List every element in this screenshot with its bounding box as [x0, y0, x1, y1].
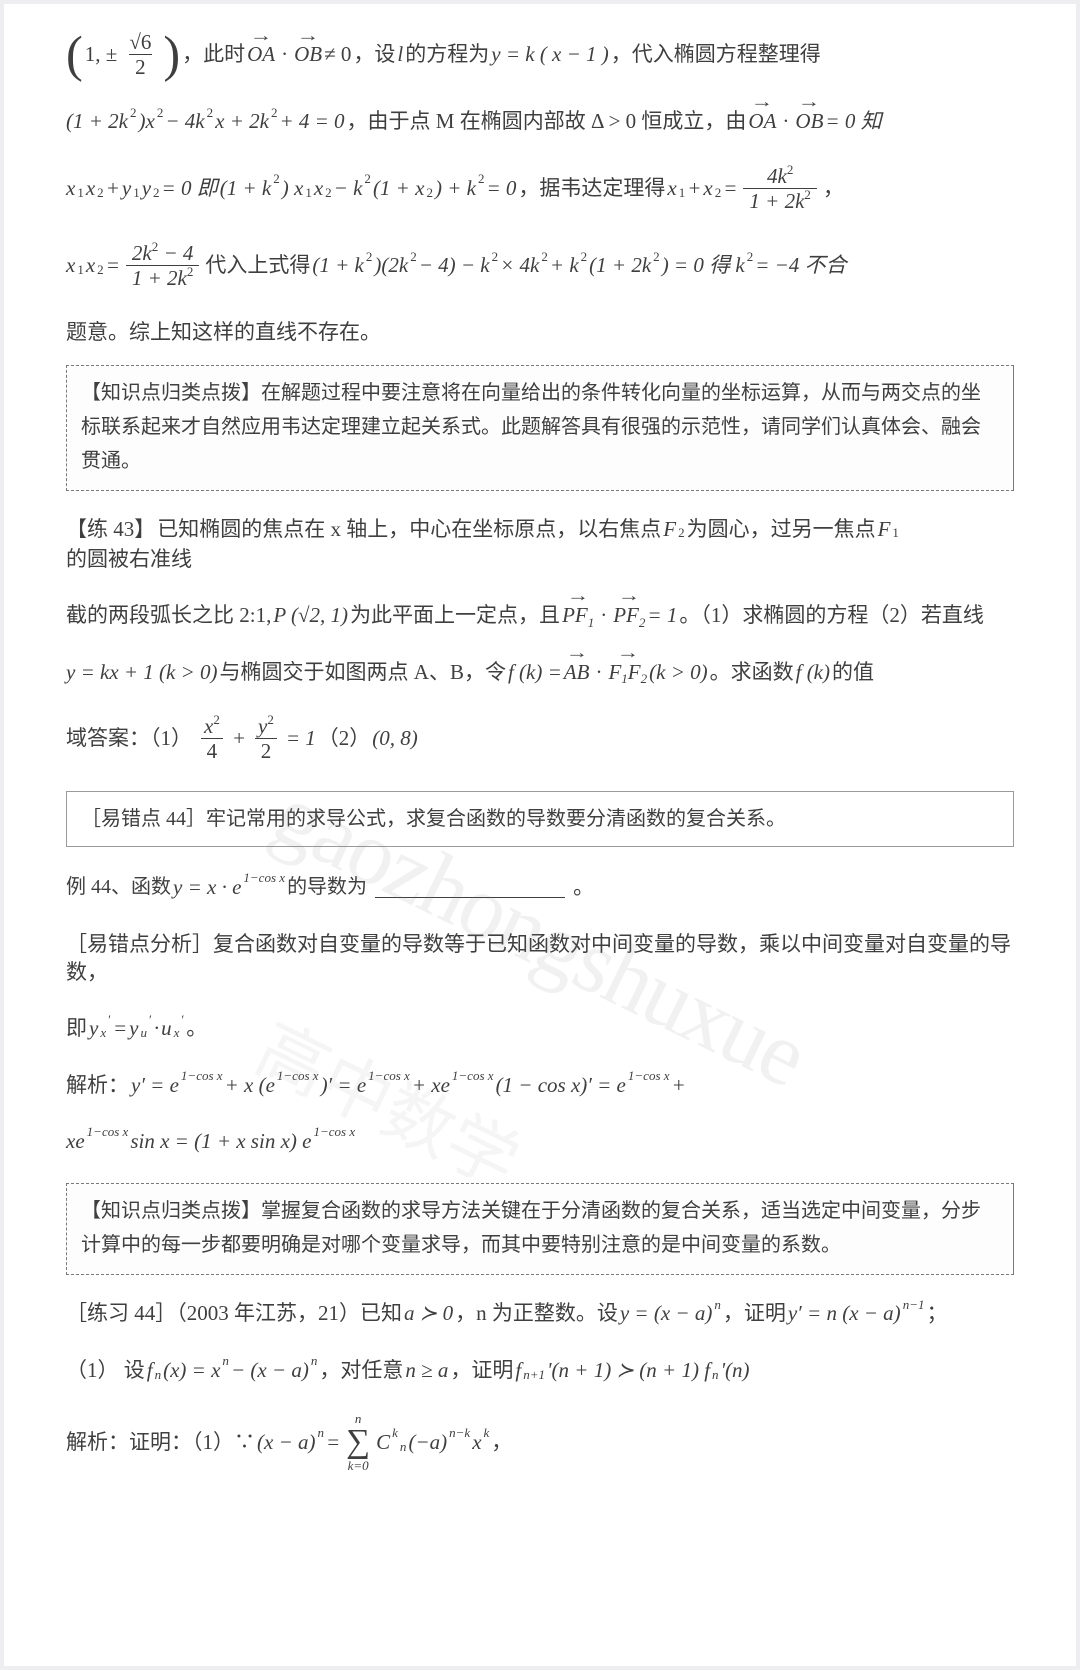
line-6: 【练 43】已知椭圆的焦点在 x 轴上，中心在坐标原点，以右焦点 F2 为圆心，…: [66, 515, 1014, 574]
line-1: ( 1, ± √62 ) ，此时 OA · OB ≠ 0 ，设 l 的方程为 y…: [66, 30, 1014, 79]
line-2: (1 + 2k2 )x2 − 4k2 x + 2k2 + 4 = 0 ，由于点 …: [66, 107, 1014, 135]
line-5: 题意。综上知这样的直线不存在。: [66, 318, 1014, 346]
line-11: ［易错点分析］复合函数对自变量的导数等于已知函数对中间变量的导数，乘以中间变量对…: [66, 930, 1014, 987]
line-7: 截的两段弧长之比 2:1, P (√2, 1) 为此平面上一定点，且 PF1 ·…: [66, 601, 1014, 629]
line-10: 例 44、函数 y = x · e1−cos x 的导数为 。: [66, 873, 1014, 901]
line-8: y = kx + 1 (k > 0) 与椭圆交于如图两点 A、B，令 f (k)…: [66, 658, 1014, 686]
line-3: x1 x2 + y1 y2 = 0 即 (1 + k2 ) x1 x2 − k2…: [66, 164, 1014, 213]
box2-title: 【知识点归类点拨】: [81, 1200, 261, 1222]
box1-title: 【知识点归类点拨】: [81, 382, 261, 404]
line-16: （1） 设 fn (x) = xn − (x − a)n ，对任意 n ≥ a …: [66, 1356, 1014, 1384]
answer-blank: [375, 877, 565, 898]
line-15: ［练习 44］（2003 年江苏，21）已知 a ≻ 0 ，n 为正整数。设 y…: [66, 1299, 1014, 1327]
line-4: x1 x2 = 2k2 − 4 1 + 2k2 代入上式得 (1 + k2 )(…: [66, 241, 1014, 290]
line-9: 域答案：（1） x2 4 + y2 2 = 1 （2） (0, 8): [66, 714, 1014, 763]
line-14: xe1−cos x sin x = (1 + x sin x) e1−cos x: [66, 1127, 1014, 1155]
knowledge-box-2: 【知识点归类点拨】掌握复合函数的求导方法关键在于分清函数的复合关系，适当选定中间…: [66, 1183, 1014, 1275]
knowledge-box-1: 【知识点归类点拨】在解题过程中要注意将在向量给出的条件转化向量的坐标运算，从而与…: [66, 365, 1014, 491]
line-12: 即 yx′ = yu′ · ux′ 。: [66, 1014, 1014, 1042]
line-17: 解析：证明：（1）∵ (x − a)n = n ∑ k=0 Ckn (−a)n−…: [66, 1412, 1014, 1472]
line-13: 解析： y′ = e1−cos x + x (e1−cos x )′ = e1−…: [66, 1071, 1014, 1099]
document-page: gaozhongshuxue 高中数学 ( 1, ± √62 ) ，此时 OA …: [4, 4, 1076, 1666]
error-point-44-box: ［易错点 44］牢记常用的求导公式，求复合函数的导数要分清函数的复合关系。: [66, 791, 1014, 847]
